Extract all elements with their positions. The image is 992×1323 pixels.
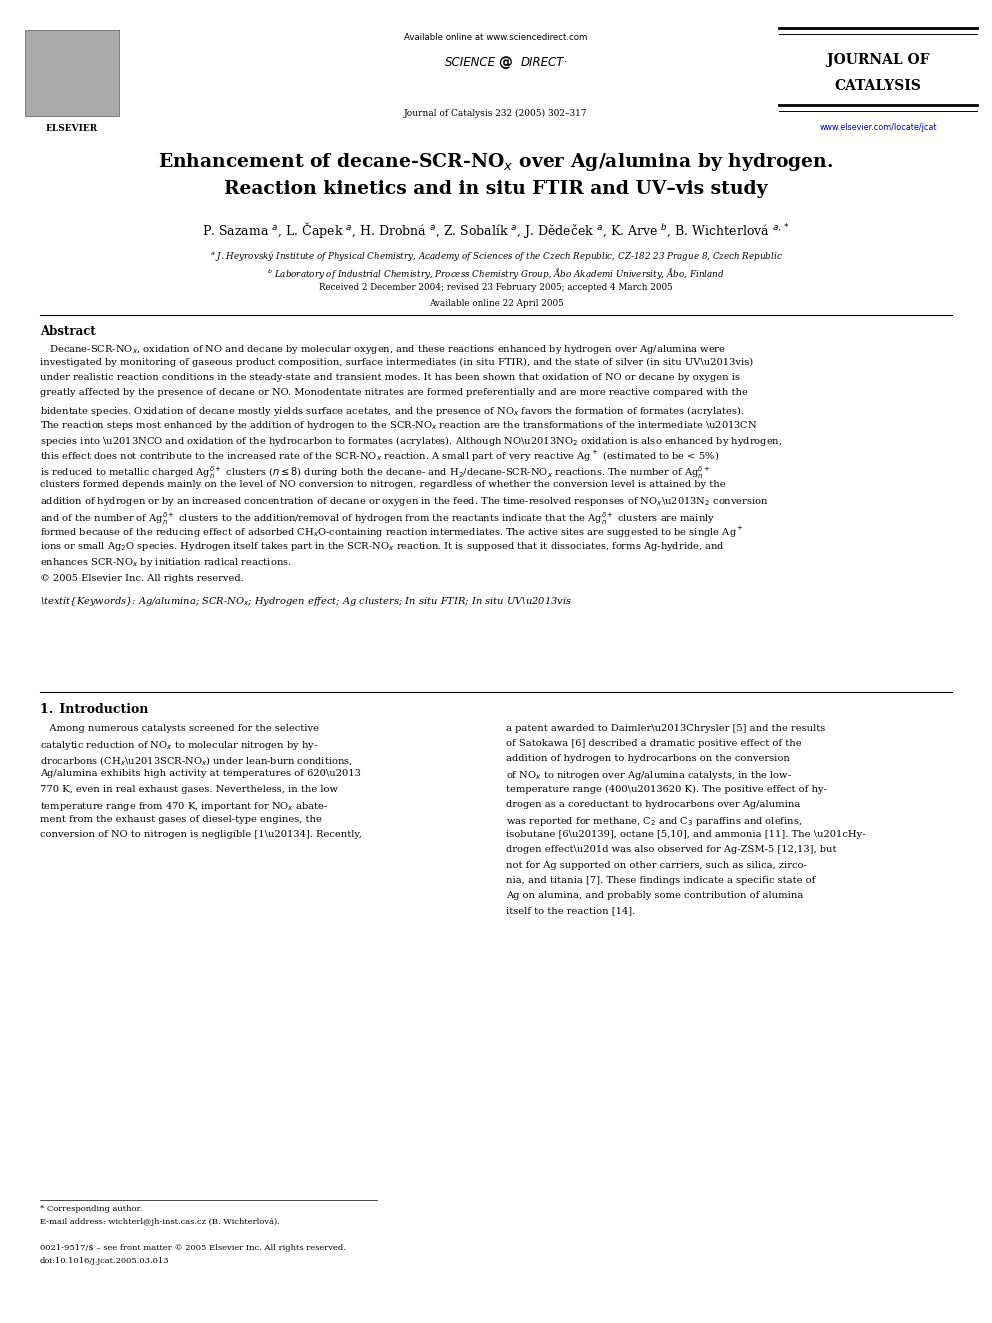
Text: under realistic reaction conditions in the steady-state and transient modes. It : under realistic reaction conditions in t…: [40, 373, 740, 382]
Text: and of the number of Ag$_n^{\delta+}$ clusters to the addition/removal of hydrog: and of the number of Ag$_n^{\delta+}$ cl…: [40, 509, 715, 527]
Text: * Corresponding author.: * Corresponding author.: [40, 1205, 142, 1213]
Text: 770 K, even in real exhaust gases. Nevertheless, in the low: 770 K, even in real exhaust gases. Never…: [40, 785, 337, 794]
Text: Available online at www.sciencedirect.com: Available online at www.sciencedirect.co…: [405, 33, 587, 42]
Text: addition of hydrogen to hydrocarbons on the conversion: addition of hydrogen to hydrocarbons on …: [506, 754, 790, 763]
Text: not for Ag supported on other carriers, such as silica, zirco-: not for Ag supported on other carriers, …: [506, 861, 806, 869]
Text: investigated by monitoring of gaseous product composition, surface intermediates: investigated by monitoring of gaseous pr…: [40, 357, 753, 366]
Text: Ag/alumina exhibits high activity at temperatures of 620\u2013: Ag/alumina exhibits high activity at tem…: [40, 770, 360, 778]
Text: P. Sazama $^{a}$, L. Čapek $^{a}$, H. Drobná $^{a}$, Z. Sobalík $^{a}$, J. Dědeč: P. Sazama $^{a}$, L. Čapek $^{a}$, H. Dr…: [202, 220, 790, 239]
Text: of Satokawa [6] described a dramatic positive effect of the: of Satokawa [6] described a dramatic pos…: [506, 738, 802, 747]
Text: DIRECT·: DIRECT·: [521, 56, 568, 69]
Text: Decane-SCR-NO$_x$, oxidation of NO and decane by molecular oxygen, and these rea: Decane-SCR-NO$_x$, oxidation of NO and d…: [40, 343, 726, 356]
Text: isobutane [6\u20139], octane [5,10], and ammonia [11]. The \u201cHy-: isobutane [6\u20139], octane [5,10], and…: [506, 831, 866, 839]
Text: Enhancement of decane-SCR-NO$_x$ over Ag/alumina by hydrogen.: Enhancement of decane-SCR-NO$_x$ over Ag…: [159, 151, 833, 173]
Text: Available online 22 April 2005: Available online 22 April 2005: [429, 299, 563, 308]
Text: $^{a}$ J. Heyrovský Institute of Physical Chemistry, Academy of Sciences of the : $^{a}$ J. Heyrovský Institute of Physica…: [209, 249, 783, 263]
Text: conversion of NO to nitrogen is negligible [1\u20134]. Recently,: conversion of NO to nitrogen is negligib…: [40, 831, 361, 839]
Text: Abstract: Abstract: [40, 325, 95, 339]
Text: www.elsevier.com/locate/jcat: www.elsevier.com/locate/jcat: [819, 123, 936, 132]
Text: itself to the reaction [14].: itself to the reaction [14].: [506, 906, 635, 916]
Text: species into \u2013NCO and oxidation of the hydrocarbon to formates (acrylates).: species into \u2013NCO and oxidation of …: [40, 434, 782, 448]
Text: ions or small Ag$_2$O species. Hydrogen itself takes part in the SCR-NO$_x$ reac: ions or small Ag$_2$O species. Hydrogen …: [40, 540, 724, 553]
Text: Ag on alumina, and probably some contribution of alumina: Ag on alumina, and probably some contrib…: [506, 892, 804, 900]
Text: Received 2 December 2004; revised 23 February 2005; accepted 4 March 2005: Received 2 December 2004; revised 23 Feb…: [319, 283, 673, 292]
Text: bidentate species. Oxidation of decane mostly yields surface acetates, and the p: bidentate species. Oxidation of decane m…: [40, 404, 744, 418]
Text: © 2005 Elsevier Inc. All rights reserved.: © 2005 Elsevier Inc. All rights reserved…: [40, 573, 243, 582]
Text: drocarbons (CH$_x$\u2013SCR-NO$_x$) under lean-burn conditions,: drocarbons (CH$_x$\u2013SCR-NO$_x$) unde…: [40, 754, 352, 767]
Text: doi:10.1016/j.jcat.2005.03.013: doi:10.1016/j.jcat.2005.03.013: [40, 1257, 170, 1265]
Text: catalytic reduction of NO$_x$ to molecular nitrogen by hy-: catalytic reduction of NO$_x$ to molecul…: [40, 738, 317, 751]
Text: E-mail address: wichterl@jh-inst.cas.cz (B. Wichterlová).: E-mail address: wichterl@jh-inst.cas.cz …: [40, 1218, 280, 1226]
Text: \textit{Keywords}: Ag/alumina; SCR-NO$_x$; Hydrogen effect; Ag clusters; In situ: \textit{Keywords}: Ag/alumina; SCR-NO$_x…: [40, 594, 571, 607]
Bar: [25, 30, 119, 116]
Text: this effect does not contribute to the increased rate of the SCR-NO$_x$ reaction: this effect does not contribute to the i…: [40, 448, 719, 464]
Text: ment from the exhaust gases of diesel-type engines, the: ment from the exhaust gases of diesel-ty…: [40, 815, 321, 824]
Text: enhances SCR-NO$_x$ by initiation radical reactions.: enhances SCR-NO$_x$ by initiation radica…: [40, 556, 292, 569]
Text: addition of hydrogen or by an increased concentration of decane or oxygen in the: addition of hydrogen or by an increased …: [40, 495, 769, 508]
Text: 1. Introduction: 1. Introduction: [40, 703, 148, 716]
Text: CATALYSIS: CATALYSIS: [834, 79, 922, 94]
Text: temperature range from 470 K, important for NO$_x$ abate-: temperature range from 470 K, important …: [40, 799, 328, 812]
Text: clusters formed depends mainly on the level of NO conversion to nitrogen, regard: clusters formed depends mainly on the le…: [40, 479, 725, 488]
Text: @: @: [498, 56, 512, 70]
Text: a patent awarded to Daimler\u2013Chrysler [5] and the results: a patent awarded to Daimler\u2013Chrysle…: [506, 724, 825, 733]
Text: temperature range (400\u2013620 K). The positive effect of hy-: temperature range (400\u2013620 K). The …: [506, 785, 827, 794]
Text: drogen as a coreductant to hydrocarbons over Ag/alumina: drogen as a coreductant to hydrocarbons …: [506, 799, 801, 808]
Text: greatly affected by the presence of decane or NO. Monodentate nitrates are forme: greatly affected by the presence of deca…: [40, 388, 748, 397]
Text: Reaction kinetics and in situ FTIR and UV–vis study: Reaction kinetics and in situ FTIR and U…: [224, 180, 768, 198]
Text: is reduced to metallic charged Ag$_n^{\delta+}$ clusters ($n \leq 8$) during bot: is reduced to metallic charged Ag$_n^{\d…: [40, 464, 710, 482]
Text: formed because of the reducing effect of adsorbed CH$_x$O-containing reaction in: formed because of the reducing effect of…: [40, 525, 744, 540]
Text: was reported for methane, C$_2$ and C$_3$ paraffins and olefins,: was reported for methane, C$_2$ and C$_3…: [506, 815, 803, 828]
Text: The reaction steps most enhanced by the addition of hydrogen to the SCR-NO$_x$ r: The reaction steps most enhanced by the …: [40, 418, 757, 431]
Text: 0021-9517/$ – see front matter © 2005 Elsevier Inc. All rights reserved.: 0021-9517/$ – see front matter © 2005 El…: [40, 1244, 345, 1252]
Text: Among numerous catalysts screened for the selective: Among numerous catalysts screened for th…: [40, 724, 318, 733]
Text: drogen effect\u201d was also observed for Ag-ZSM-5 [12,13], but: drogen effect\u201d was also observed fo…: [506, 845, 836, 855]
Text: SCIENCE: SCIENCE: [445, 56, 496, 69]
Text: nia, and titania [7]. These findings indicate a specific state of: nia, and titania [7]. These findings ind…: [506, 876, 815, 885]
Text: JOURNAL OF: JOURNAL OF: [826, 53, 930, 67]
Text: ELSEVIER: ELSEVIER: [46, 124, 97, 134]
Text: Journal of Catalysis 232 (2005) 302–317: Journal of Catalysis 232 (2005) 302–317: [404, 108, 588, 118]
Text: of NO$_x$ to nitrogen over Ag/alumina catalysts, in the low-: of NO$_x$ to nitrogen over Ag/alumina ca…: [506, 770, 792, 782]
Text: $^{b}$ Laboratory of Industrial Chemistry, Process Chemistry Group, Åbo Akademi : $^{b}$ Laboratory of Industrial Chemistr…: [267, 266, 725, 280]
